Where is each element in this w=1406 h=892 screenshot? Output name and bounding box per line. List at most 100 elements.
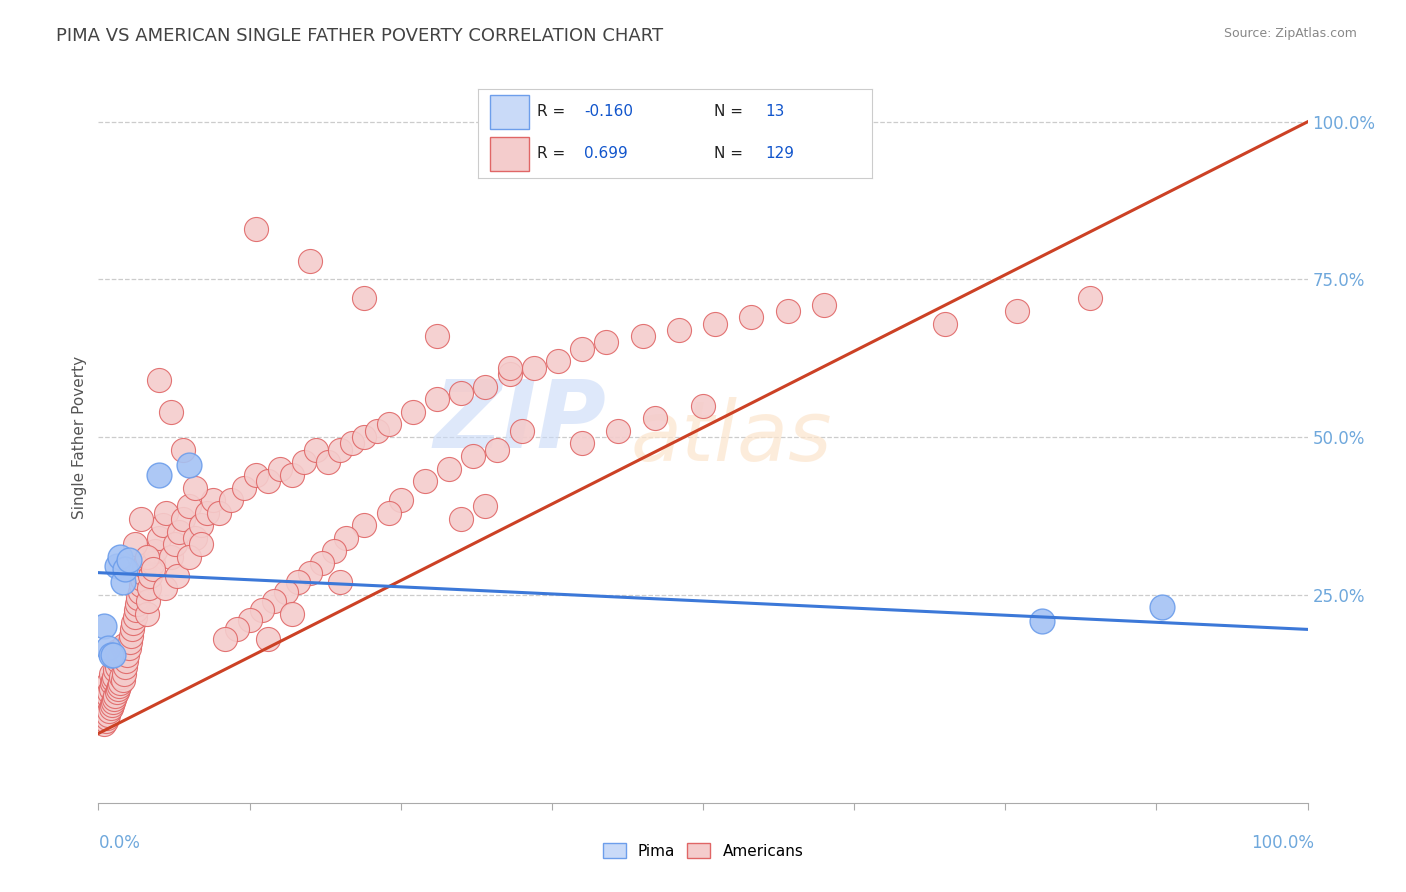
Point bbox=[668, 323, 690, 337]
Point bbox=[474, 379, 496, 393]
Point bbox=[128, 584, 150, 599]
Point bbox=[138, 582, 160, 596]
Point bbox=[214, 632, 236, 646]
Point bbox=[100, 676, 122, 690]
Point bbox=[101, 648, 124, 662]
Point bbox=[195, 506, 218, 520]
Point bbox=[134, 559, 156, 574]
Text: 0.0%: 0.0% bbox=[98, 834, 141, 852]
Point bbox=[239, 613, 262, 627]
Text: 129: 129 bbox=[765, 146, 794, 161]
Point bbox=[103, 691, 125, 706]
Point bbox=[105, 685, 128, 699]
Point bbox=[377, 506, 399, 520]
Point bbox=[163, 537, 186, 551]
Point bbox=[94, 695, 117, 709]
Point bbox=[105, 644, 128, 658]
Point bbox=[135, 553, 157, 567]
Point bbox=[98, 705, 121, 719]
Point bbox=[208, 506, 231, 520]
Point bbox=[813, 298, 835, 312]
Point bbox=[281, 467, 304, 482]
Text: -0.160: -0.160 bbox=[585, 104, 633, 120]
Point bbox=[104, 689, 127, 703]
Point bbox=[329, 442, 352, 457]
Point bbox=[135, 549, 157, 564]
Point bbox=[245, 467, 267, 482]
Point bbox=[115, 654, 138, 668]
Point bbox=[122, 616, 145, 631]
Point bbox=[105, 660, 128, 674]
Point bbox=[934, 317, 956, 331]
Point bbox=[281, 607, 304, 621]
Point bbox=[114, 660, 136, 674]
Point bbox=[269, 461, 291, 475]
Point bbox=[100, 698, 122, 712]
Point bbox=[110, 670, 132, 684]
Point bbox=[172, 512, 194, 526]
Point bbox=[169, 524, 191, 539]
Point bbox=[631, 329, 654, 343]
Point bbox=[97, 689, 120, 703]
Point bbox=[274, 584, 297, 599]
Text: ZIP: ZIP bbox=[433, 376, 606, 468]
Text: N =: N = bbox=[714, 104, 748, 120]
Point bbox=[107, 682, 129, 697]
Point bbox=[353, 430, 375, 444]
Point bbox=[353, 291, 375, 305]
Point bbox=[190, 518, 212, 533]
Point bbox=[486, 442, 509, 457]
Point bbox=[184, 481, 207, 495]
Point bbox=[704, 317, 727, 331]
Point bbox=[510, 424, 533, 438]
Point bbox=[595, 335, 617, 350]
Point bbox=[179, 549, 201, 564]
Point bbox=[450, 386, 472, 401]
Point bbox=[292, 455, 315, 469]
Point bbox=[377, 417, 399, 432]
Point bbox=[100, 648, 122, 662]
Point bbox=[124, 537, 146, 551]
Point bbox=[160, 549, 183, 564]
Point bbox=[98, 685, 121, 699]
Point bbox=[250, 603, 273, 617]
Point bbox=[112, 638, 135, 652]
Point bbox=[366, 424, 388, 438]
Point bbox=[153, 582, 176, 596]
Point bbox=[148, 531, 170, 545]
Point bbox=[160, 405, 183, 419]
Point bbox=[108, 549, 131, 564]
Point bbox=[547, 354, 569, 368]
Point bbox=[108, 650, 131, 665]
Text: Source: ZipAtlas.com: Source: ZipAtlas.com bbox=[1223, 27, 1357, 40]
Point bbox=[108, 679, 131, 693]
Point bbox=[111, 641, 134, 656]
Point bbox=[155, 506, 177, 520]
Point bbox=[105, 559, 128, 574]
Point bbox=[148, 467, 170, 482]
Point bbox=[692, 399, 714, 413]
Point bbox=[101, 695, 124, 709]
Text: 100.0%: 100.0% bbox=[1251, 834, 1315, 852]
Point bbox=[184, 531, 207, 545]
Point bbox=[129, 578, 152, 592]
Point bbox=[1031, 614, 1053, 628]
Point bbox=[132, 566, 155, 580]
Point bbox=[97, 676, 120, 690]
Point bbox=[142, 562, 165, 576]
Point bbox=[426, 392, 449, 407]
Point bbox=[740, 310, 762, 325]
Point bbox=[226, 623, 249, 637]
Point bbox=[256, 474, 278, 488]
Point bbox=[323, 543, 346, 558]
Point bbox=[329, 575, 352, 590]
Point bbox=[179, 458, 201, 473]
Text: 0.699: 0.699 bbox=[585, 146, 628, 161]
Point bbox=[118, 553, 141, 567]
Point bbox=[644, 411, 666, 425]
Point bbox=[179, 500, 201, 514]
Point bbox=[112, 666, 135, 681]
Point bbox=[139, 569, 162, 583]
Point bbox=[571, 436, 593, 450]
Point bbox=[305, 442, 328, 457]
